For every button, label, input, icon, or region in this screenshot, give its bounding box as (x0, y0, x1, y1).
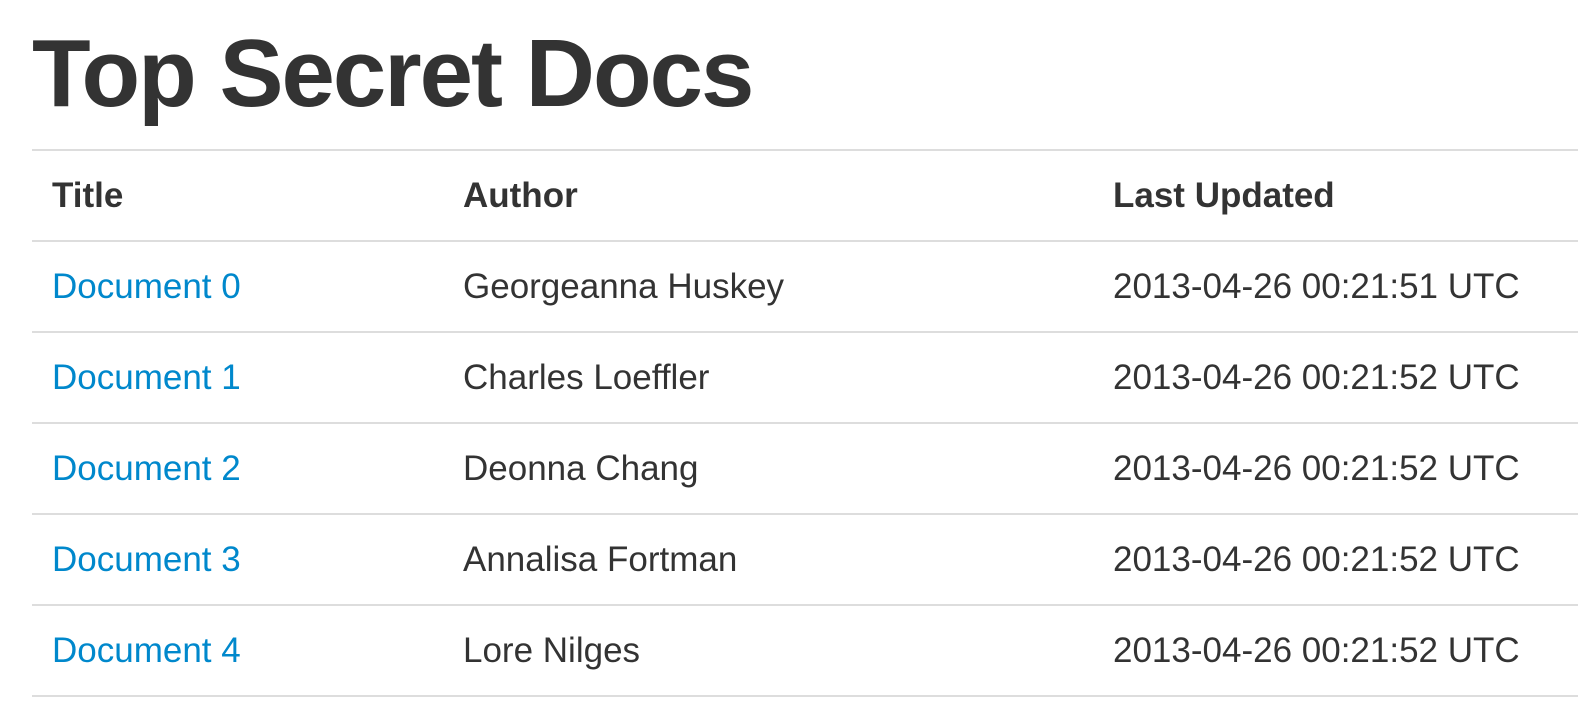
cell-last-updated: 2013-04-26 00:21:52 UTC (1093, 604, 1578, 697)
column-header-title: Title (32, 149, 443, 241)
cell-author: Deonna Chang (443, 422, 1093, 514)
cell-author: Lore Nilges (443, 604, 1093, 697)
column-header-author: Author (443, 149, 1093, 241)
column-header-last-updated: Last Updated (1093, 149, 1578, 241)
cell-last-updated: 2013-04-26 00:21:52 UTC (1093, 513, 1578, 605)
document-link[interactable]: Document 0 (52, 266, 241, 306)
table-row: Document 3 Annalisa Fortman 2013-04-26 0… (32, 513, 1578, 605)
document-link[interactable]: Document 3 (52, 539, 241, 579)
table-header: Title Author Last Updated (32, 149, 1578, 241)
document-link[interactable]: Document 4 (52, 630, 241, 670)
table-header-row: Title Author Last Updated (32, 149, 1578, 241)
table-body: Document 0 Georgeanna Huskey 2013-04-26 … (32, 240, 1578, 697)
cell-author: Charles Loeffler (443, 331, 1093, 423)
page-title: Top Secret Docs (32, 20, 754, 127)
document-link[interactable]: Document 2 (52, 448, 241, 488)
document-link[interactable]: Document 1 (52, 357, 241, 397)
cell-title: Document 0 (32, 240, 443, 332)
cell-author: Georgeanna Huskey (443, 240, 1093, 332)
cell-title: Document 4 (32, 604, 443, 697)
cell-author: Annalisa Fortman (443, 513, 1093, 605)
cell-title: Document 2 (32, 422, 443, 514)
cell-title: Document 1 (32, 331, 443, 423)
table-row: Document 2 Deonna Chang 2013-04-26 00:21… (32, 422, 1578, 514)
cell-last-updated: 2013-04-26 00:21:51 UTC (1093, 240, 1578, 332)
documents-table: Title Author Last Updated Document 0 Geo… (32, 149, 1578, 697)
table-row: Document 0 Georgeanna Huskey 2013-04-26 … (32, 240, 1578, 332)
cell-last-updated: 2013-04-26 00:21:52 UTC (1093, 422, 1578, 514)
cell-last-updated: 2013-04-26 00:21:52 UTC (1093, 331, 1578, 423)
table-row: Document 1 Charles Loeffler 2013-04-26 0… (32, 331, 1578, 423)
table-row: Document 4 Lore Nilges 2013-04-26 00:21:… (32, 604, 1578, 697)
cell-title: Document 3 (32, 513, 443, 605)
